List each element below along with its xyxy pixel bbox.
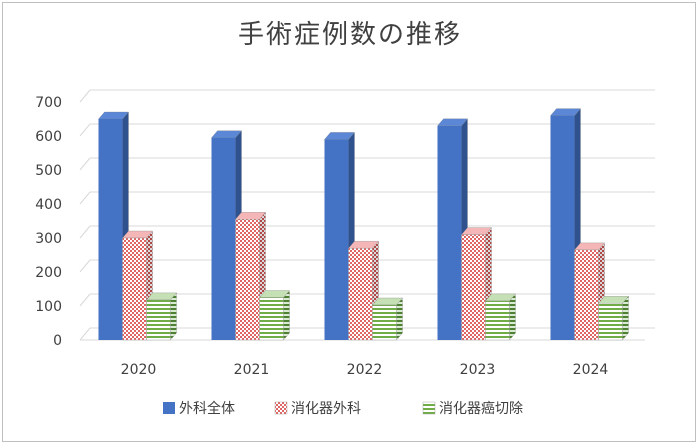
gridline-depth bbox=[79, 225, 91, 239]
bar-solid bbox=[98, 111, 129, 341]
x-tick-label: 2022 bbox=[347, 362, 383, 378]
gridline-depth bbox=[79, 327, 91, 341]
bar-front bbox=[574, 249, 599, 341]
bar-horizontal-stripes bbox=[372, 297, 403, 341]
legend-swatch bbox=[422, 401, 436, 415]
y-tick-label: 300 bbox=[35, 231, 62, 247]
bar-front bbox=[550, 115, 575, 340]
gridline-depth bbox=[79, 123, 91, 137]
bar-front bbox=[259, 297, 284, 341]
gridline-depth bbox=[79, 293, 91, 307]
bar-checker bbox=[235, 211, 266, 341]
bar-front bbox=[98, 119, 123, 340]
legend-label: 消化器外科 bbox=[291, 401, 361, 417]
y-tick-label: 600 bbox=[35, 129, 62, 145]
bar-checker bbox=[348, 240, 379, 341]
bar-front bbox=[485, 300, 510, 341]
y-tick-label: 0 bbox=[53, 333, 62, 349]
bar-front bbox=[372, 304, 397, 341]
bar-side bbox=[283, 290, 290, 341]
y-tick-label: 400 bbox=[35, 197, 62, 213]
legend-label: 外科全体 bbox=[179, 400, 235, 417]
x-tick-label: 2024 bbox=[573, 362, 609, 378]
bar-horizontal-stripes bbox=[146, 292, 177, 341]
gridline-depth bbox=[79, 191, 91, 205]
y-axis: 0 100 200 300 400 500 600 700 bbox=[35, 95, 62, 349]
bar-horizontal-stripes bbox=[598, 295, 629, 341]
y-tick-label: 500 bbox=[35, 163, 62, 179]
y-tick-label: 700 bbox=[35, 95, 62, 111]
x-tick-label: 2020 bbox=[121, 362, 157, 378]
chart-title: 手術症例数の推移 bbox=[237, 20, 462, 50]
gridline-depth bbox=[79, 259, 91, 273]
y-tick-label: 100 bbox=[35, 299, 62, 315]
gridline-depth bbox=[79, 89, 91, 103]
bar-side bbox=[170, 292, 177, 341]
bar-checker bbox=[122, 230, 153, 341]
bar-side bbox=[622, 295, 629, 341]
bar-horizontal-stripes bbox=[485, 293, 516, 341]
x-tick-label: 2021 bbox=[234, 362, 270, 378]
x-tick-label: 2023 bbox=[460, 362, 496, 378]
bar-front bbox=[324, 139, 349, 340]
legend-swatch bbox=[274, 401, 288, 415]
y-tick-label: 200 bbox=[35, 265, 62, 281]
bar-front bbox=[146, 299, 171, 341]
legend: 外科全体 消化器外科 消化器癌切除 bbox=[163, 400, 523, 417]
bar-side bbox=[396, 297, 403, 341]
legend-swatch bbox=[163, 402, 175, 414]
bar-checker bbox=[574, 242, 605, 341]
bar-front bbox=[598, 303, 623, 341]
bar-front bbox=[461, 234, 486, 341]
bar-front bbox=[211, 137, 236, 340]
bars bbox=[98, 108, 629, 341]
bar-front bbox=[437, 125, 462, 340]
bar-front bbox=[235, 219, 260, 341]
bar-horizontal-stripes bbox=[259, 290, 290, 341]
bar-solid bbox=[324, 131, 355, 341]
legend-label: 消化器癌切除 bbox=[439, 401, 523, 417]
gridline-depth bbox=[79, 157, 91, 171]
bar-side bbox=[509, 293, 516, 341]
x-axis: 2020 2021 2022 2023 2024 bbox=[121, 362, 609, 378]
bar-front bbox=[348, 247, 373, 341]
bar-front bbox=[122, 237, 147, 341]
